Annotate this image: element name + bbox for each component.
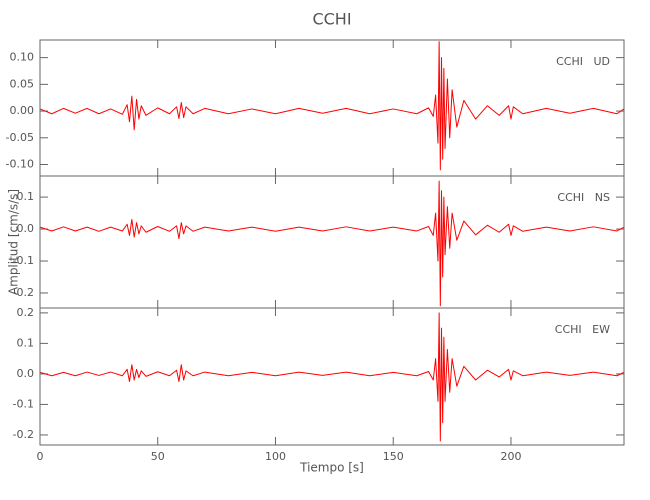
chart-title: CCHI bbox=[312, 10, 351, 29]
y-tick-label: 0.00 bbox=[10, 104, 35, 117]
panel-frame bbox=[39, 175, 625, 309]
x-tick-label: 50 bbox=[151, 450, 165, 463]
y-tick-label: -0.05 bbox=[6, 131, 34, 144]
panel-label: CCHI UD bbox=[556, 55, 610, 68]
y-tick-label: -0.10 bbox=[6, 158, 34, 171]
y-tick-label: 0.0 bbox=[17, 222, 35, 235]
x-tick-label: 200 bbox=[500, 450, 521, 463]
x-tick-label: 0 bbox=[37, 450, 44, 463]
panel-frame bbox=[39, 307, 625, 446]
x-tick-label: 100 bbox=[265, 450, 286, 463]
y-tick-label: 0.05 bbox=[10, 77, 35, 90]
y-tick-label: -0.2 bbox=[13, 286, 34, 299]
x-tick-label: 150 bbox=[383, 450, 404, 463]
trace bbox=[39, 41, 625, 171]
y-tick-label: -0.2 bbox=[13, 428, 34, 441]
y-tick-label: -0.1 bbox=[13, 397, 34, 410]
trace bbox=[39, 180, 625, 307]
y-tick-label: 0.1 bbox=[17, 336, 35, 349]
trace bbox=[39, 312, 625, 442]
y-tick-label: 0.1 bbox=[17, 190, 35, 203]
y-tick-label: 0.10 bbox=[10, 51, 35, 64]
y-tick-label: -0.1 bbox=[13, 254, 34, 267]
panel-label: CCHI EW bbox=[555, 323, 610, 336]
y-axis-label: Amplitud [cm/s/s] bbox=[7, 189, 21, 295]
y-tick-label: 0.2 bbox=[17, 306, 35, 319]
x-axis-label: Tiempo [s] bbox=[299, 461, 364, 475]
panel-label: CCHI NS bbox=[557, 191, 610, 204]
y-tick-label: 0.0 bbox=[17, 367, 35, 380]
